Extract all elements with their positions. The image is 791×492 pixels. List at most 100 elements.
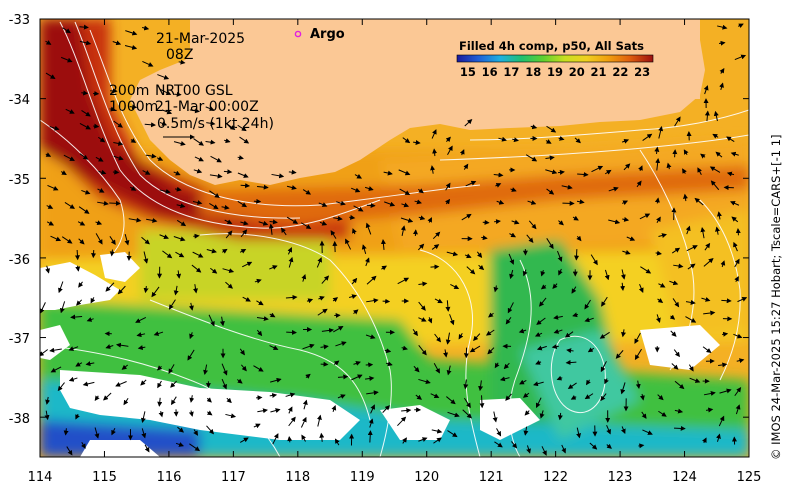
velocity-arrow <box>622 216 630 222</box>
velocity-arrow <box>173 285 179 296</box>
velocity-arrow <box>719 82 724 91</box>
velocity-arrow <box>654 197 660 204</box>
velocity-arrow <box>242 296 251 302</box>
velocity-arrow <box>174 186 182 192</box>
colorbar-tick-label: 19 <box>547 65 563 79</box>
velocity-arrow <box>74 249 80 261</box>
velocity-arrow <box>604 378 609 385</box>
velocity-arrow <box>157 397 163 407</box>
lat-tick-label: -33 <box>9 13 30 28</box>
velocity-arrow <box>193 429 199 436</box>
velocity-arrow <box>153 331 164 336</box>
velocity-arrow <box>318 202 328 207</box>
velocity-arrow <box>733 241 738 252</box>
velocity-arrow <box>485 329 495 336</box>
velocity-arrow <box>589 442 598 450</box>
velocity-arrow <box>364 376 375 381</box>
velocity-arrow <box>76 299 83 306</box>
velocity-arrow <box>540 284 547 290</box>
velocity-arrow <box>658 233 667 238</box>
velocity-arrow <box>109 200 121 206</box>
velocity-arrow <box>447 430 458 438</box>
velocity-arrow <box>703 258 714 267</box>
velocity-arrow <box>700 153 706 159</box>
velocity-arrow <box>348 294 358 300</box>
velocity-arrow <box>635 380 641 390</box>
credit-text: © IMOS 24-Mar-2025 15:27 Hobart; Tscale=… <box>769 134 783 460</box>
velocity-arrow <box>384 348 392 354</box>
velocity-arrow <box>509 269 514 280</box>
lat-tick-label: -37 <box>9 332 30 347</box>
velocity-arrow <box>418 317 427 322</box>
velocity-arrow <box>141 428 147 439</box>
velocity-arrow <box>206 248 217 254</box>
velocity-arrow <box>577 172 589 178</box>
velocity-arrow <box>487 347 495 355</box>
velocity-arrow <box>432 148 438 157</box>
velocity-arrow <box>702 437 707 444</box>
velocity-arrow <box>366 298 379 304</box>
velocity-arrow <box>221 204 230 210</box>
velocity-arrow <box>177 426 185 433</box>
velocity-arrow <box>495 183 502 188</box>
velocity-arrow <box>546 188 555 195</box>
velocity-arrow <box>240 183 251 189</box>
velocity-arrow <box>401 407 412 413</box>
velocity-arrow <box>518 328 527 334</box>
colorbar-tick-label: 21 <box>591 65 607 79</box>
velocity-arrow <box>237 172 249 178</box>
velocity-arrow <box>385 361 393 367</box>
velocity-arrow <box>336 200 346 206</box>
velocity-arrow <box>333 360 340 366</box>
velocity-arrow <box>574 249 580 261</box>
velocity-arrow <box>189 443 201 452</box>
velocity-arrow <box>168 364 175 374</box>
velocity-arrow <box>666 162 672 170</box>
velocity-arrow <box>539 410 545 419</box>
velocity-arrow <box>450 283 460 290</box>
velocity-arrow <box>557 412 563 421</box>
velocity-arrow <box>209 190 220 198</box>
colorbar-tick-labels: 15 16 17 18 19 20 21 22 23 <box>460 65 650 79</box>
velocity-arrow <box>572 312 579 318</box>
velocity-arrow <box>270 377 282 383</box>
velocity-arrow <box>493 219 501 225</box>
velocity-arrow <box>286 185 297 190</box>
velocity-arrow <box>349 214 356 220</box>
velocity-arrow <box>159 234 169 240</box>
velocity-arrow <box>713 110 719 122</box>
velocity-arrow <box>193 233 200 239</box>
velocity-arrow <box>576 427 582 439</box>
velocity-arrow <box>192 200 203 205</box>
velocity-arrow <box>642 429 653 435</box>
velocity-arrow <box>365 222 372 235</box>
velocity-arrow <box>734 54 747 61</box>
velocity-arrow <box>418 378 431 385</box>
velocity-arrow <box>527 200 537 205</box>
lon-tick-label: 119 <box>350 470 375 485</box>
velocity-arrow <box>608 186 619 192</box>
velocity-arrow <box>193 138 204 146</box>
velocity-arrow <box>191 264 202 273</box>
velocity-arrow <box>366 202 376 208</box>
velocity-arrow <box>82 381 95 387</box>
velocity-arrow <box>105 282 115 292</box>
velocity-arrow <box>68 346 79 351</box>
velocity-arrow <box>367 430 373 443</box>
velocity-arrow <box>606 443 612 449</box>
velocity-arrow <box>458 332 464 340</box>
velocity-arrow <box>60 170 67 175</box>
velocity-arrow <box>269 265 278 270</box>
velocity-arrow <box>236 378 243 384</box>
velocity-arrow <box>737 23 744 29</box>
velocity-arrow <box>288 416 296 427</box>
velocity-arrow <box>237 200 248 208</box>
velocity-arrow <box>734 387 742 397</box>
velocity-arrow <box>703 391 716 396</box>
lat-tick-label: -35 <box>9 173 30 188</box>
velocity-arrow <box>498 136 507 142</box>
velocity-arrow <box>522 269 528 277</box>
velocity-arrow <box>640 266 652 274</box>
velocity-arrow <box>188 410 194 417</box>
